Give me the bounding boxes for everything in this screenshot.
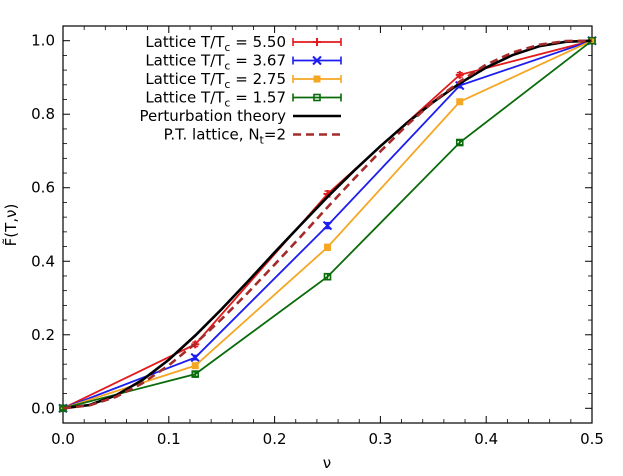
x-tick-label: 0.0 <box>51 430 75 448</box>
x-tick-labels: 0.0 0.1 0.2 0.3 0.4 0.5 <box>51 430 604 448</box>
legend-label-suffix: = 5.50 <box>230 33 286 51</box>
series-layer <box>58 35 597 414</box>
y-tick-label: 1.0 <box>31 32 55 50</box>
legend-label-text: Lattice T/T <box>145 52 225 70</box>
legend-label-sub: c <box>224 97 230 110</box>
legend-label-0: Lattice T/Tc = 5.50 <box>145 33 286 54</box>
series-5 <box>62 39 593 410</box>
legend-label-sub: c <box>224 60 230 73</box>
legend-label-text: Lattice T/T <box>145 70 225 88</box>
legend-label-suffix: =2 <box>264 126 286 144</box>
y-tick-label: 0.0 <box>31 399 55 417</box>
data-point <box>191 362 199 370</box>
y-tick-label: 0.2 <box>31 326 55 344</box>
legend-label-text: Perturbation theory <box>139 107 286 125</box>
data-point <box>322 220 333 231</box>
legend-label-sub: c <box>224 41 230 54</box>
plot-frame <box>62 25 593 424</box>
data-point <box>190 352 200 363</box>
data-point <box>456 98 464 106</box>
data-point <box>324 243 331 251</box>
legend-marker <box>313 93 321 102</box>
legend-label-3: Lattice T/Tc = 1.57 <box>145 89 286 110</box>
legend-label-2: Lattice T/Tc = 2.75 <box>145 70 286 91</box>
y-tick-labels: 0.0 0.2 0.4 0.6 0.8 1.0 <box>31 32 55 418</box>
x-tick-label: 0.2 <box>263 430 287 448</box>
legend-marker <box>312 55 322 66</box>
legend-label-text: Lattice T/T <box>145 89 225 107</box>
y-tick-label: 0.4 <box>31 252 55 270</box>
x-tick-label: 0.1 <box>157 430 181 448</box>
y-tick-label: 0.6 <box>31 179 55 197</box>
x-tick-label: 0.4 <box>474 430 498 448</box>
legend-label-suffix: = 3.67 <box>230 52 286 70</box>
legend-label-suffix: = 2.75 <box>230 70 286 88</box>
series-3 <box>59 36 596 413</box>
series-line <box>62 39 593 410</box>
legend-label-sub: c <box>224 78 230 91</box>
legend-label-suffix: = 1.57 <box>230 89 286 107</box>
x-axis-label: ν <box>323 454 331 472</box>
legend-label-text: Lattice T/T <box>145 33 225 51</box>
series-1 <box>58 35 597 414</box>
y-tick-label: 0.8 <box>31 105 55 123</box>
legend-label-sub: t <box>260 134 265 147</box>
y-axis-label: F̃(T,ν) <box>1 204 20 247</box>
data-point <box>191 370 200 378</box>
data-point <box>323 272 332 281</box>
legend-marker <box>313 75 321 83</box>
x-tick-label: 0.3 <box>368 430 392 448</box>
legend-label-1: Lattice T/Tc = 3.67 <box>145 52 286 73</box>
legend-label-text: P.T. lattice, N <box>164 126 260 144</box>
series-4 <box>62 39 593 410</box>
legend-label-5: P.T. lattice, Nt=2 <box>164 126 286 147</box>
series-line <box>62 39 593 410</box>
minor-ticks <box>63 26 592 423</box>
x-tick-label: 0.5 <box>580 430 604 448</box>
data-point <box>455 138 464 147</box>
legend-label-4: Perturbation theory <box>139 107 286 125</box>
